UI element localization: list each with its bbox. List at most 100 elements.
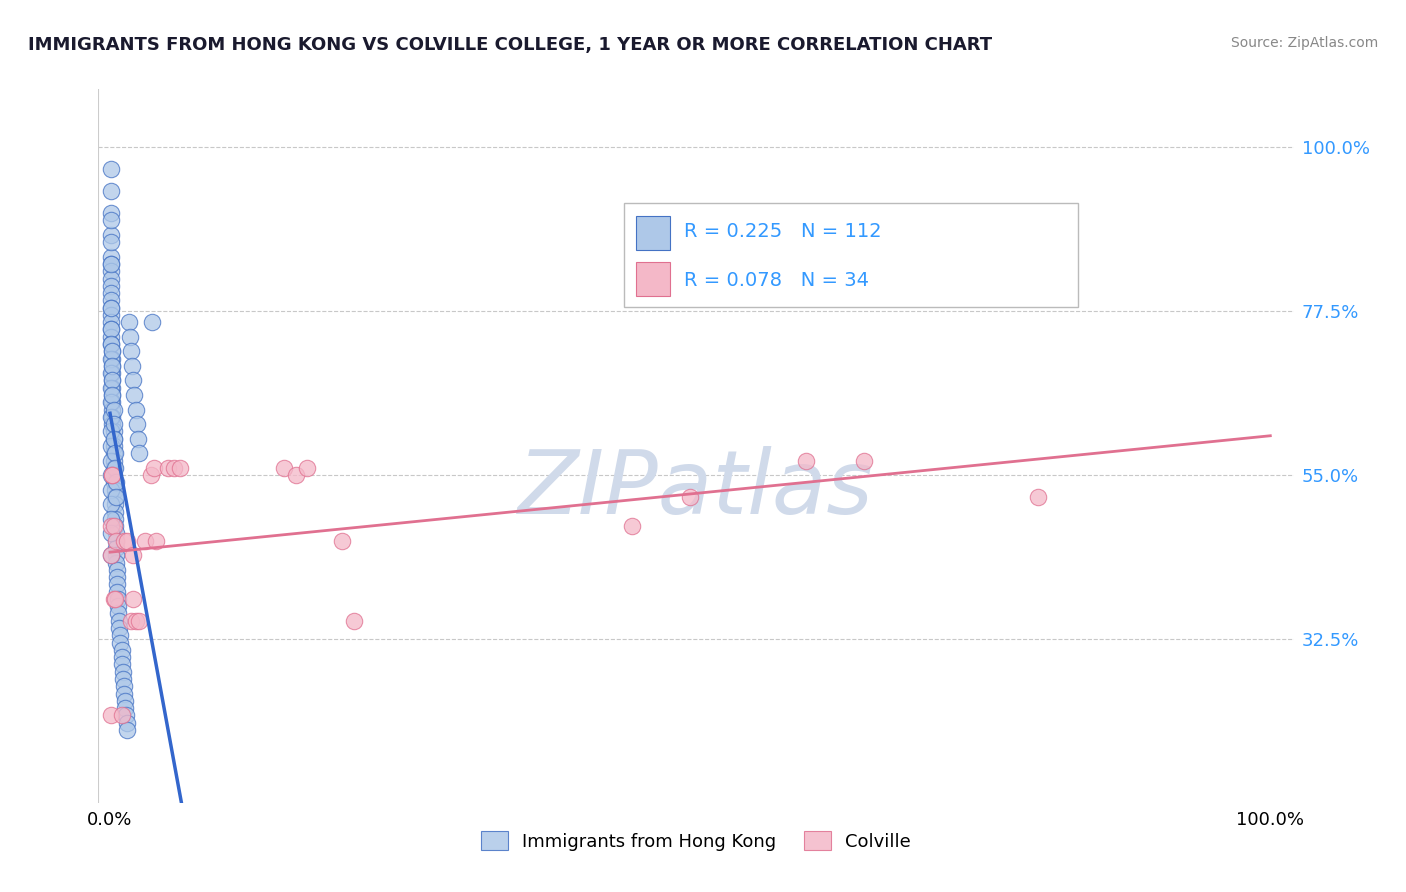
- Point: [104, 490, 127, 504]
- Point: [794, 453, 817, 467]
- Point: [101, 374, 124, 388]
- Point: [104, 483, 127, 497]
- Point: [105, 577, 128, 591]
- Point: [104, 533, 127, 548]
- Point: [163, 460, 186, 475]
- Point: [107, 607, 129, 621]
- Point: [100, 425, 122, 439]
- Point: [100, 366, 122, 380]
- Point: [104, 497, 127, 511]
- Point: [101, 344, 124, 359]
- Point: [128, 614, 150, 628]
- Point: [103, 402, 125, 417]
- Point: [100, 286, 122, 301]
- Point: [112, 687, 135, 701]
- Point: [101, 351, 124, 366]
- Point: [100, 264, 122, 278]
- Point: [284, 468, 307, 483]
- Point: [100, 409, 122, 424]
- Legend: Immigrants from Hong Kong, Colville: Immigrants from Hong Kong, Colville: [474, 824, 918, 858]
- Point: [104, 533, 127, 548]
- Point: [125, 417, 148, 432]
- Point: [120, 614, 142, 628]
- Point: [679, 490, 702, 504]
- Point: [853, 453, 876, 467]
- Point: [101, 366, 124, 380]
- Point: [101, 468, 124, 483]
- Point: [103, 417, 125, 432]
- Point: [101, 374, 124, 388]
- Point: [128, 446, 150, 460]
- Point: [107, 599, 129, 614]
- Point: [100, 453, 122, 467]
- Point: [101, 417, 124, 432]
- Point: [330, 533, 353, 548]
- Point: [117, 723, 139, 737]
- Point: [157, 460, 180, 475]
- Point: [100, 315, 122, 329]
- Point: [124, 388, 146, 402]
- Point: [100, 322, 122, 336]
- Point: [100, 301, 122, 315]
- Point: [104, 490, 127, 504]
- Point: [103, 460, 125, 475]
- Point: [105, 570, 128, 584]
- Point: [108, 614, 131, 628]
- Point: [117, 315, 139, 329]
- Point: [101, 388, 124, 402]
- Bar: [637, 216, 669, 250]
- Point: [104, 460, 127, 475]
- Point: [100, 293, 122, 308]
- Point: [100, 526, 122, 541]
- Point: [100, 227, 122, 242]
- Point: [112, 533, 135, 548]
- Point: [120, 344, 142, 359]
- Point: [114, 694, 136, 708]
- Point: [101, 359, 124, 373]
- Point: [100, 257, 122, 271]
- Point: [100, 213, 122, 227]
- Point: [100, 235, 122, 249]
- Point: [127, 432, 149, 446]
- Point: [103, 432, 125, 446]
- Point: [101, 359, 124, 373]
- Point: [103, 432, 125, 446]
- Point: [103, 519, 125, 533]
- Point: [103, 446, 125, 460]
- Point: [104, 504, 127, 518]
- Point: [124, 402, 146, 417]
- Point: [122, 548, 145, 562]
- Point: [103, 475, 125, 490]
- Point: [103, 468, 125, 483]
- Point: [101, 409, 124, 424]
- Point: [111, 657, 134, 672]
- Point: [100, 519, 122, 533]
- Point: [104, 519, 127, 533]
- Point: [103, 425, 125, 439]
- Point: [110, 628, 132, 642]
- Point: [103, 453, 125, 467]
- Point: [112, 679, 135, 693]
- Point: [117, 533, 139, 548]
- Point: [621, 519, 644, 533]
- Point: [117, 715, 139, 730]
- Point: [143, 460, 166, 475]
- Point: [101, 468, 124, 483]
- Text: Source: ZipAtlas.com: Source: ZipAtlas.com: [1230, 36, 1378, 50]
- Point: [100, 512, 122, 526]
- Point: [104, 556, 127, 570]
- Point: [100, 330, 122, 344]
- Point: [100, 439, 122, 453]
- Text: R = 0.225   N = 112: R = 0.225 N = 112: [685, 222, 882, 242]
- Point: [100, 468, 122, 483]
- Point: [105, 563, 128, 577]
- Text: R = 0.078   N = 34: R = 0.078 N = 34: [685, 271, 869, 290]
- Point: [111, 708, 134, 723]
- Point: [118, 330, 141, 344]
- Point: [105, 584, 128, 599]
- Point: [273, 460, 295, 475]
- Bar: [637, 262, 669, 296]
- Point: [100, 301, 122, 315]
- FancyBboxPatch shape: [624, 203, 1078, 307]
- Point: [103, 439, 125, 453]
